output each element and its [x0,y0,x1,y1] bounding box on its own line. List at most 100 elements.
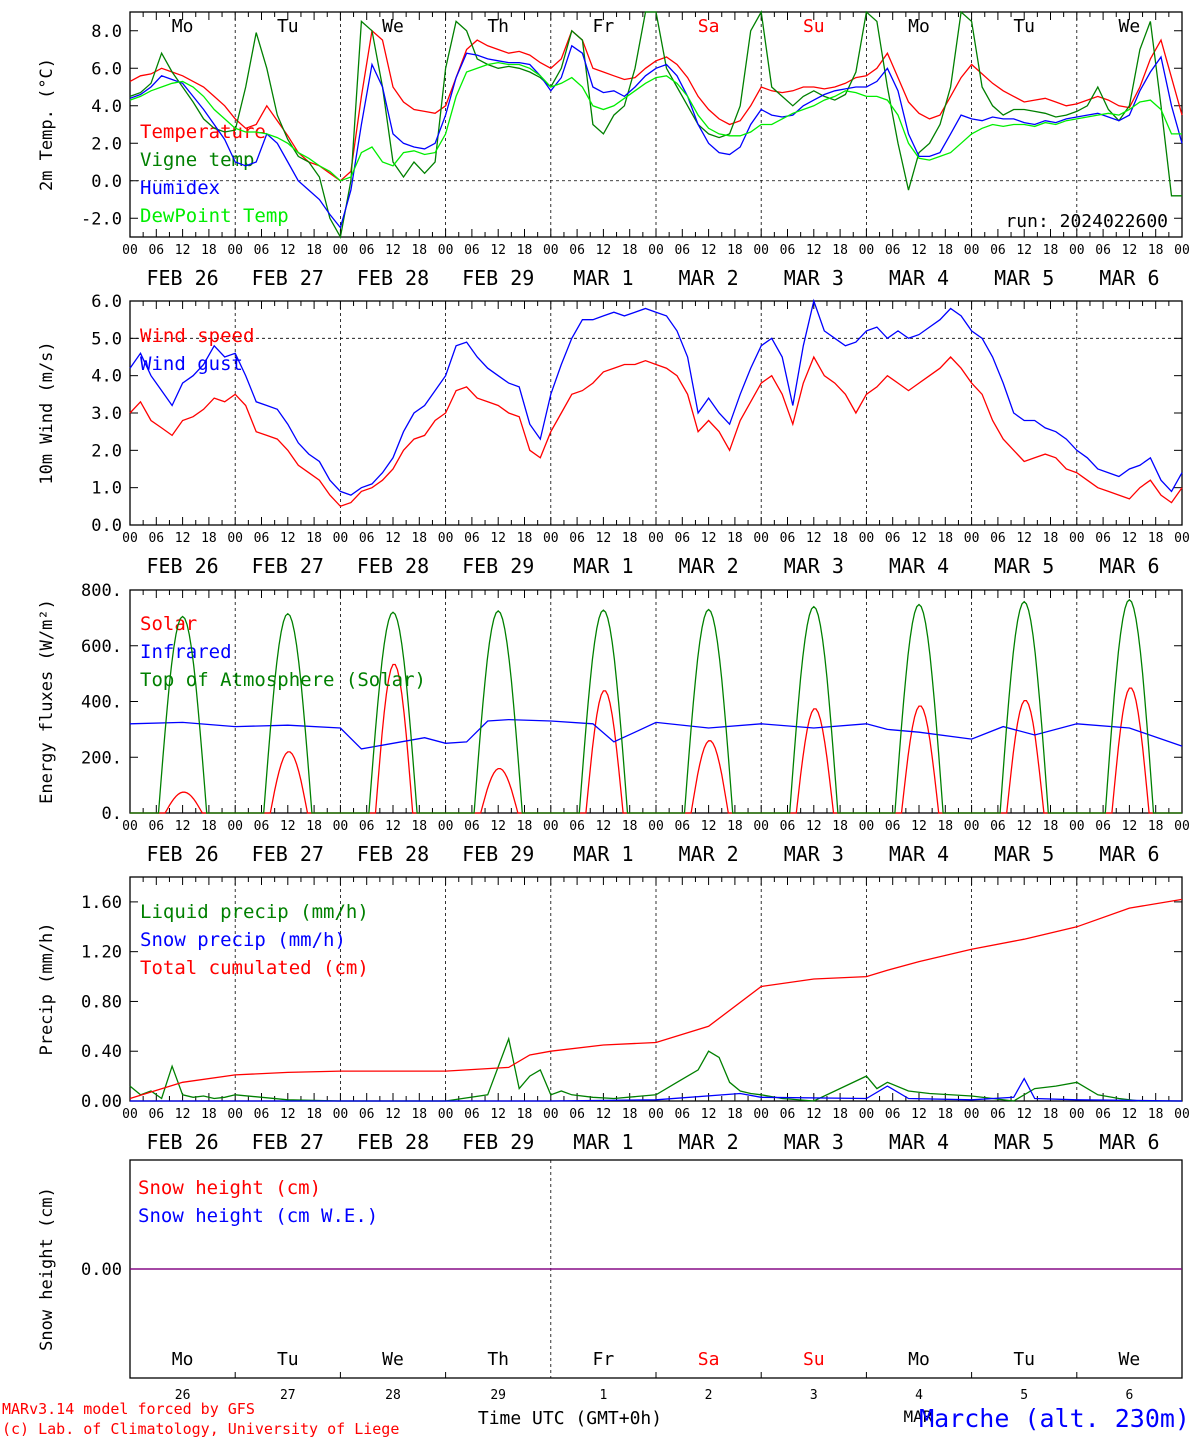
y-tick-label: 0.80 [81,992,122,1012]
run-label: run: 2024022600 [1005,211,1168,232]
panel-frame [129,300,1183,526]
hour-tick-label: 12 [911,531,927,546]
hour-tick-label: 18 [727,819,743,834]
weekday-label: We [382,16,404,37]
hour-tick-label: 06 [674,819,690,834]
y-axis-label: Energy fluxes (W/m²) [37,599,57,804]
month-label: MAR [904,1407,933,1426]
legend-entry: Wind speed [140,325,254,347]
hour-tick-label: 12 [701,243,717,258]
hour-tick-label: 18 [937,819,953,834]
legend-entry: Total cumulated (cm) [140,957,369,979]
hour-tick-label: 00 [1174,531,1190,546]
hour-tick-label: 12 [701,531,717,546]
hour-tick-label: 18 [306,531,322,546]
y-tick-label: 6.0 [91,59,122,79]
date-label: FEB 27 [252,842,324,866]
hour-tick-label: 12 [596,819,612,834]
hour-tick-label: 18 [201,819,217,834]
hour-tick-label: 18 [411,243,427,258]
date-label: FEB 26 [146,1130,218,1154]
hour-tick-label: 18 [727,243,743,258]
day-number-label: 4 [915,1388,923,1403]
date-label: MAR 5 [994,842,1054,866]
station-label: Marche (alt. 230m) [919,1404,1190,1433]
hour-tick-label: 12 [1016,819,1032,834]
hour-tick-label: 12 [701,1107,717,1122]
hour-tick-label: 12 [596,1107,612,1122]
hour-tick-label: 12 [280,531,296,546]
hour-tick-label: 18 [201,243,217,258]
y-tick-label: 0. [102,804,122,824]
hour-tick-label: 18 [622,243,638,258]
weekday-label: Su [803,1349,825,1370]
day-number-label: 5 [1020,1388,1028,1403]
y-axis-label: 10m Wind (m/s) [37,341,57,484]
hour-tick-label: 00 [227,819,243,834]
date-label: FEB 29 [462,842,534,866]
hour-tick-label: 06 [1095,531,1111,546]
date-label: FEB 28 [357,266,429,290]
hour-tick-label: 18 [517,531,533,546]
date-label: MAR 3 [784,266,844,290]
hour-tick-label: 12 [1122,1107,1138,1122]
date-label: MAR 1 [573,842,633,866]
hour-tick-label: 06 [780,819,796,834]
hour-tick-label: 18 [832,531,848,546]
hour-tick-label: 12 [280,243,296,258]
day-number-label: 27 [280,1388,296,1403]
hour-tick-label: 12 [806,531,822,546]
date-label: MAR 4 [889,1130,949,1154]
hour-tick-label: 00 [1174,1107,1190,1122]
hour-tick-label: 06 [885,819,901,834]
hour-tick-label: 12 [1122,531,1138,546]
hour-tick-label: 00 [648,531,664,546]
hour-tick-label: 06 [780,1107,796,1122]
hour-tick-label: 12 [1122,243,1138,258]
weekday-label: We [382,1349,404,1370]
hour-tick-label: 06 [359,819,375,834]
hour-tick-label: 00 [964,243,980,258]
hour-tick-label: 06 [464,819,480,834]
hour-tick-label: 00 [753,531,769,546]
date-label: MAR 2 [678,554,738,578]
date-label: FEB 29 [462,1130,534,1154]
hour-tick-label: 06 [464,243,480,258]
y-tick-label: 3.0 [91,404,122,424]
hour-tick-label: 06 [254,531,270,546]
hour-tick-label: 12 [701,819,717,834]
hour-tick-label: 12 [490,531,506,546]
date-label: MAR 2 [678,266,738,290]
date-label: MAR 1 [573,554,633,578]
hour-tick-label: 06 [885,1107,901,1122]
hour-tick-label: 18 [306,819,322,834]
hour-tick-label: 18 [622,1107,638,1122]
y-tick-label: -2.0 [81,209,122,229]
hour-tick-label: 00 [859,243,875,258]
hour-tick-label: 06 [780,243,796,258]
hour-tick-label: 18 [832,1107,848,1122]
y-tick-label: 0.00 [81,1260,122,1280]
legend-entry: Liquid precip (mm/h) [140,901,369,923]
series-line [129,718,1183,750]
hour-tick-label: 00 [1069,531,1085,546]
hour-tick-label: 12 [385,531,401,546]
hour-tick-label: 00 [333,243,349,258]
date-label: MAR 6 [1099,842,1159,866]
hour-tick-label: 12 [1016,1107,1032,1122]
hour-tick-label: 00 [859,819,875,834]
hour-tick-label: 06 [990,819,1006,834]
hour-tick-label: 00 [1069,1107,1085,1122]
hour-tick-label: 12 [1122,819,1138,834]
hour-tick-label: 00 [964,531,980,546]
legend-entry: DewPoint Temp [140,205,289,227]
hour-tick-label: 00 [122,1107,138,1122]
weekday-label: Mo [172,1349,194,1370]
weekday-label: Th [487,16,509,37]
hour-tick-label: 12 [280,819,296,834]
hour-tick-label: 06 [990,243,1006,258]
hour-tick-label: 18 [201,531,217,546]
hour-tick-label: 00 [333,819,349,834]
y-tick-label: 1.0 [91,479,122,499]
